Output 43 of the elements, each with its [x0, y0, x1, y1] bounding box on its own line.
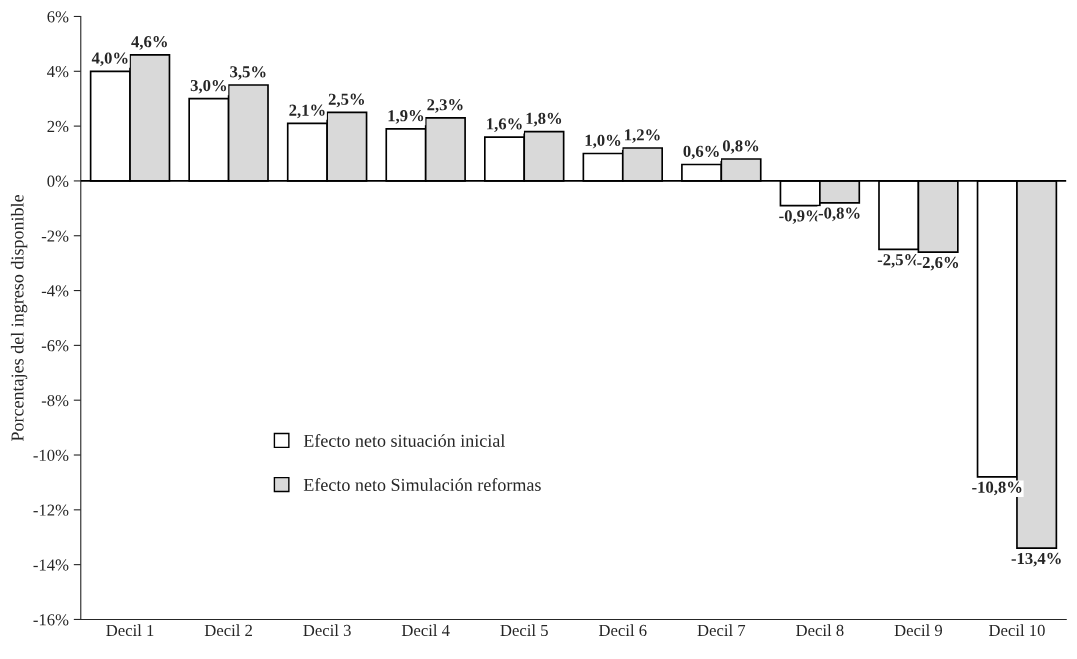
data-label: 2,1%	[289, 104, 325, 119]
x-tick-label: Decil 5	[500, 624, 548, 637]
legend-label: Efecto neto situación inicial	[303, 434, 505, 447]
data-label: 1,0%	[585, 134, 621, 149]
data-label: 2,5%	[328, 93, 365, 108]
data-label: -2,6%	[917, 256, 959, 271]
data-label: 4,0%	[91, 52, 128, 67]
x-tick-label: Decil 9	[894, 624, 943, 637]
data-label: 1,9%	[388, 110, 424, 124]
y-tick-label: 4%	[47, 65, 69, 78]
x-tick-label: Decil 7	[697, 624, 746, 637]
y-tick-label: 0%	[47, 175, 69, 187]
x-tick-label: Decil 6	[598, 624, 647, 637]
data-label: 2,3%	[427, 99, 463, 113]
data-label: 1,6%	[487, 118, 522, 132]
y-tick-label: -10%	[33, 449, 69, 462]
y-tick-label: -2%	[41, 230, 69, 242]
data-label: 3,5%	[230, 66, 266, 80]
data-label: 1,2%	[625, 129, 660, 143]
y-tick-label: -16%	[33, 614, 69, 626]
legend-label: Efecto neto Simulación reformas	[303, 478, 541, 492]
y-tick-label: 6%	[47, 11, 69, 23]
y-tick-label: -12%	[33, 504, 69, 516]
data-label: 4,6%	[131, 36, 167, 50]
y-axis-title: Porcentajes del ingreso disponible	[10, 194, 28, 442]
data-label: -0,8%	[818, 207, 860, 222]
data-label: 0,6%	[683, 145, 719, 160]
x-tick-label: Decil 3	[303, 624, 351, 637]
data-label: 1,8%	[526, 112, 562, 127]
data-label: -13,4%	[1011, 552, 1061, 567]
data-label: -10,8%	[972, 481, 1022, 496]
y-tick-label: 2%	[47, 120, 69, 133]
data-label: 0,8%	[722, 140, 759, 154]
x-tick-label: Decil 1	[106, 624, 154, 637]
x-tick-label: Decil 4	[401, 624, 450, 637]
y-tick-label: -8%	[41, 394, 69, 407]
x-tick-label: Decil 2	[204, 624, 252, 637]
y-tick-label: -4%	[41, 285, 69, 297]
y-tick-label: -14%	[33, 559, 69, 571]
y-tick-label: -6%	[41, 340, 69, 352]
x-tick-label: Decil 8	[796, 624, 844, 637]
data-label: 3,0%	[190, 79, 227, 94]
x-tick-label: Decil 10	[988, 624, 1045, 637]
